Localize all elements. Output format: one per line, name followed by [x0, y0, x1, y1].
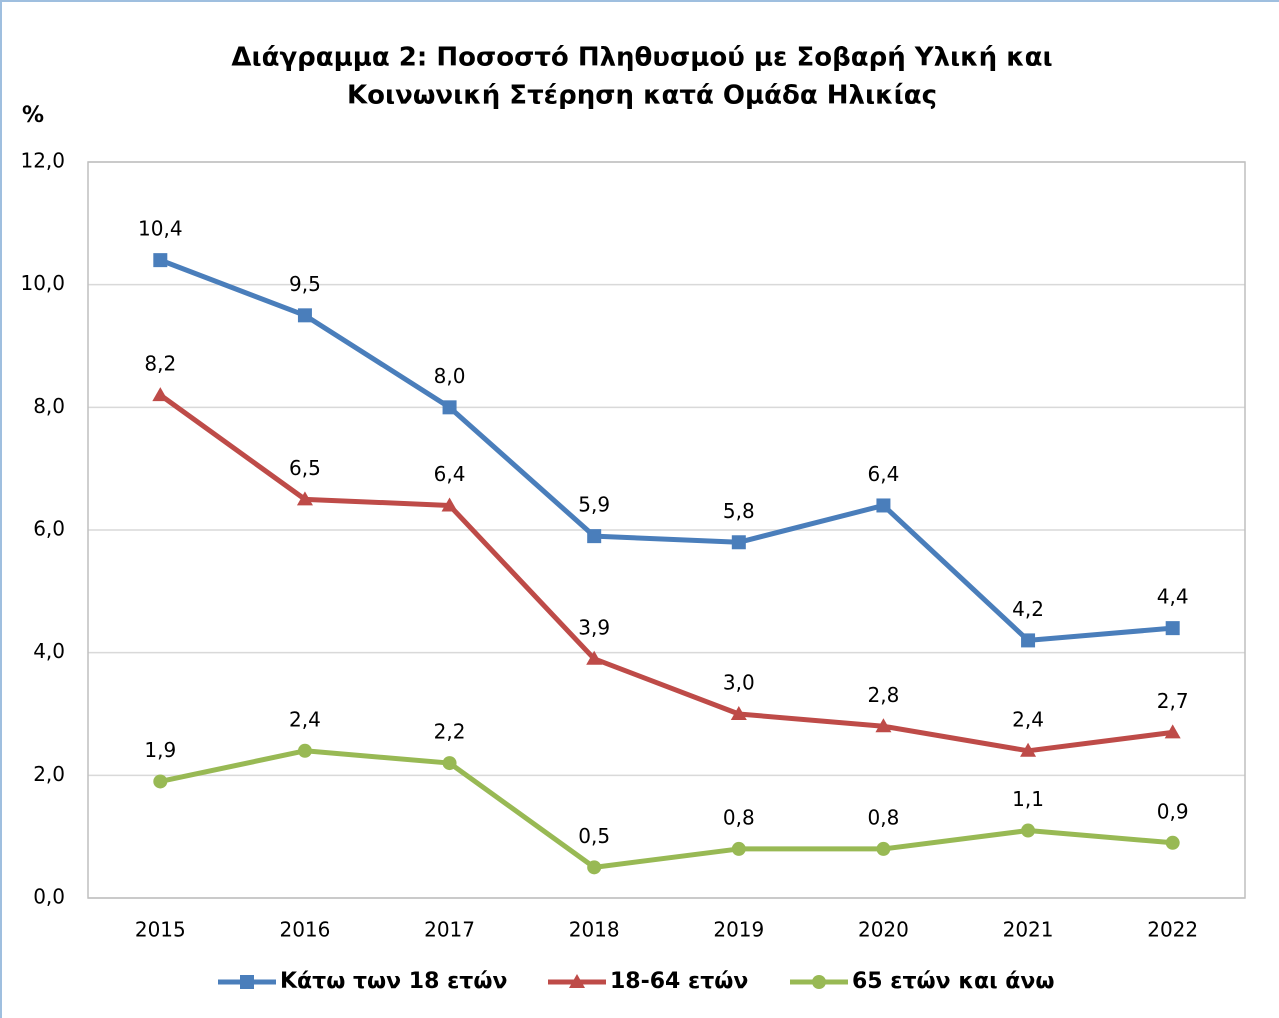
marker — [441, 497, 458, 512]
data-label: 3,9 — [578, 615, 610, 639]
chart-title: Κοινωνική Στέρηση κατά Ομάδα Ηλικίας — [347, 81, 937, 111]
marker — [297, 308, 312, 323]
y-tick-label: 10,0 — [20, 271, 65, 295]
data-label: 0,5 — [578, 824, 610, 848]
chart-title: Διάγραμμα 2: Ποσοστό Πληθυσμού με Σοβαρή… — [231, 43, 1052, 73]
marker — [876, 498, 891, 513]
x-tick-label: 2018 — [569, 918, 620, 942]
data-label: 2,4 — [289, 707, 321, 731]
data-label: 0,8 — [723, 805, 755, 829]
marker — [152, 387, 169, 402]
x-tick-label: 2022 — [1147, 918, 1198, 942]
legend-marker — [240, 975, 254, 989]
marker — [442, 756, 457, 771]
x-tick-label: 2019 — [713, 918, 764, 942]
data-label: 10,4 — [138, 217, 183, 241]
legend-marker — [569, 974, 585, 988]
y-tick-label: 8,0 — [33, 394, 65, 418]
marker — [586, 650, 603, 665]
y-tick-label: 12,0 — [20, 149, 65, 173]
y-tick-label: 6,0 — [33, 517, 65, 541]
marker — [153, 774, 168, 789]
marker — [587, 860, 602, 875]
marker — [1020, 742, 1037, 757]
marker — [730, 706, 747, 720]
y-tick-label: 0,0 — [33, 885, 65, 909]
plot-border — [87, 161, 1246, 899]
x-tick-label: 2020 — [858, 918, 909, 942]
data-label: 2,4 — [1012, 707, 1044, 731]
marker — [876, 841, 891, 856]
data-label: 3,0 — [723, 671, 755, 695]
data-label: 6,4 — [868, 462, 900, 486]
series-line — [158, 393, 1174, 754]
legend-label: Κάτω των 18 ετών — [280, 969, 507, 994]
marker — [587, 529, 602, 544]
data-label: 5,9 — [578, 493, 610, 517]
marker — [1164, 724, 1181, 739]
marker — [731, 841, 746, 856]
data-label: 9,5 — [289, 272, 321, 296]
data-label: 2,7 — [1157, 689, 1189, 713]
data-label: 6,5 — [289, 456, 321, 480]
marker — [1021, 823, 1036, 838]
marker — [153, 253, 168, 268]
y-axis-label: % — [22, 103, 44, 128]
x-tick-label: 2017 — [424, 918, 475, 942]
data-label: 5,8 — [723, 499, 755, 523]
x-tick-label: 2016 — [279, 918, 330, 942]
marker — [297, 743, 312, 758]
data-label: 0,9 — [1157, 799, 1189, 823]
data-label: 4,2 — [1012, 597, 1044, 621]
data-label: 8,0 — [434, 364, 466, 388]
marker — [1165, 621, 1180, 636]
legend-marker — [812, 975, 826, 989]
data-label: 6,4 — [434, 462, 466, 486]
y-tick-label: 2,0 — [33, 762, 65, 786]
legend-label: 65 ετών και άνω — [852, 969, 1055, 994]
marker — [731, 535, 746, 550]
data-label: 0,8 — [868, 805, 900, 829]
data-label: 2,8 — [868, 683, 900, 707]
marker — [296, 491, 313, 506]
x-tick-label: 2015 — [135, 918, 186, 942]
marker — [1165, 835, 1180, 850]
series-line — [159, 748, 1173, 870]
data-label: 2,2 — [434, 720, 466, 744]
marker — [442, 400, 457, 415]
data-label: 8,2 — [144, 352, 176, 376]
y-tick-label: 4,0 — [33, 639, 65, 663]
data-label: 1,9 — [144, 738, 176, 762]
marker — [1021, 633, 1036, 648]
legend-label: 18-64 ετών — [610, 969, 748, 994]
x-tick-label: 2021 — [1003, 918, 1054, 942]
data-label: 4,4 — [1157, 585, 1189, 609]
marker — [875, 718, 892, 733]
data-label: 1,1 — [1012, 787, 1044, 811]
series-line — [159, 257, 1173, 643]
